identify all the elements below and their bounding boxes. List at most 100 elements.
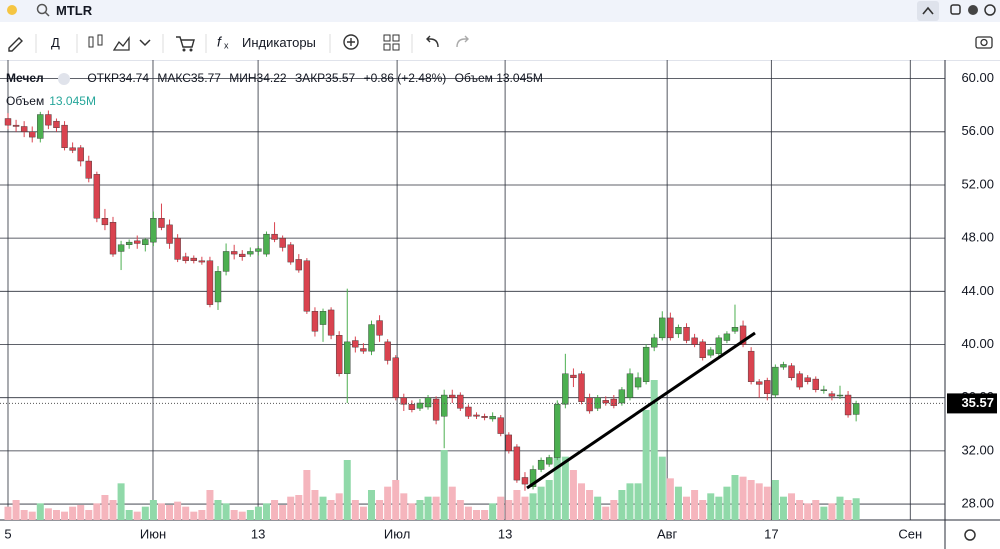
volume-bar xyxy=(852,498,860,520)
volume-bar xyxy=(650,380,658,520)
volume-bar xyxy=(287,496,295,520)
candle-body xyxy=(190,257,197,261)
volume-bar xyxy=(505,500,513,520)
candle-body xyxy=(295,259,302,271)
candle-body xyxy=(554,404,561,458)
volume-bar xyxy=(812,500,820,520)
volume-bar xyxy=(796,500,804,520)
y-tick-label: 32.00 xyxy=(961,442,994,457)
volume-bar xyxy=(408,503,416,520)
volume-bar xyxy=(351,500,359,520)
volume-bar xyxy=(448,486,456,520)
volume-bar xyxy=(674,486,682,520)
candle-body xyxy=(691,337,698,345)
volume-bar xyxy=(367,490,375,520)
y-tick-label: 48.00 xyxy=(961,230,994,245)
volume-bar xyxy=(392,480,400,520)
search-icons xyxy=(7,1,996,21)
volume-bar xyxy=(715,496,723,520)
volume-bar xyxy=(222,503,230,520)
volume-bar xyxy=(464,506,472,520)
volume-bar xyxy=(578,483,586,520)
candle-body xyxy=(37,114,44,139)
candle-body xyxy=(125,241,133,245)
volume-title: Объем xyxy=(6,94,45,108)
volume-bar xyxy=(238,511,246,520)
volume-bar xyxy=(69,506,77,520)
volume-bar xyxy=(481,510,489,520)
candle-body xyxy=(440,394,448,417)
trend-line xyxy=(526,331,756,490)
candle-body xyxy=(109,221,117,255)
candle-body xyxy=(489,416,496,420)
volume-bar xyxy=(545,480,553,520)
candle-body xyxy=(53,120,60,129)
y-tick-label: 52.00 xyxy=(961,176,994,191)
x-tick-label: 17 xyxy=(764,526,778,541)
volume-bar xyxy=(626,483,634,520)
volume-bar xyxy=(359,506,367,520)
volume-bar xyxy=(311,490,319,520)
volume-bar xyxy=(594,496,602,520)
candle-body xyxy=(222,251,230,272)
candle-body xyxy=(93,174,101,219)
candle-body xyxy=(166,224,173,244)
candle-body xyxy=(174,237,181,260)
candle-body xyxy=(319,311,327,325)
candle-body xyxy=(836,394,844,397)
volume-bar xyxy=(61,511,69,520)
volume-bar xyxy=(335,493,343,520)
volume-bar xyxy=(755,483,763,520)
volume-bar xyxy=(36,503,44,520)
volume-bar xyxy=(739,476,747,520)
candle-body xyxy=(230,251,238,255)
candle-body xyxy=(255,248,262,252)
candle-body xyxy=(578,373,585,402)
volume-bar xyxy=(844,500,852,520)
volume-bar xyxy=(771,480,779,520)
candle-body xyxy=(408,404,416,410)
candle-body xyxy=(134,240,141,244)
legend-symbol: Мечел xyxy=(6,71,44,85)
symbol-search[interactable]: MTLR xyxy=(56,3,93,18)
last-price-box xyxy=(947,393,997,414)
candle-body xyxy=(772,366,779,396)
candle-body xyxy=(513,446,521,481)
volume-bar xyxy=(820,506,828,520)
legend-open: ОТКР34.74 xyxy=(87,71,150,85)
volume-bar xyxy=(416,500,424,520)
candle-body xyxy=(69,147,76,151)
volume-bar xyxy=(12,500,20,520)
volume-bar xyxy=(141,506,149,520)
indicators-button[interactable]: Индикаторы xyxy=(242,35,316,50)
interval-button[interactable]: Д xyxy=(51,35,60,50)
volume-bar xyxy=(432,496,440,520)
volume-bar xyxy=(561,456,569,520)
legend-icon xyxy=(57,72,70,85)
volume-bar xyxy=(747,480,755,520)
candle-body xyxy=(4,118,12,126)
volume-bar xyxy=(101,495,109,520)
volume-bar xyxy=(303,470,311,520)
candle-body xyxy=(303,260,311,312)
x-tick-label: Июл xyxy=(384,526,410,541)
candle-body xyxy=(263,233,270,255)
candle-body xyxy=(683,327,690,341)
volume-bar xyxy=(521,496,529,520)
candle-body xyxy=(844,394,852,416)
volume-bar xyxy=(586,490,594,520)
svg-text:x: x xyxy=(224,40,229,50)
volume-bar xyxy=(206,490,214,520)
candle-body xyxy=(651,337,658,348)
candle-body xyxy=(335,335,343,374)
volume-bar xyxy=(836,496,844,520)
volume-bar xyxy=(497,496,505,520)
candle-body xyxy=(400,397,407,405)
candle-body xyxy=(804,377,811,382)
volume-bar xyxy=(642,410,650,520)
volume-bar xyxy=(683,496,691,520)
volume-bar xyxy=(149,500,157,520)
volume-bar xyxy=(658,456,666,520)
